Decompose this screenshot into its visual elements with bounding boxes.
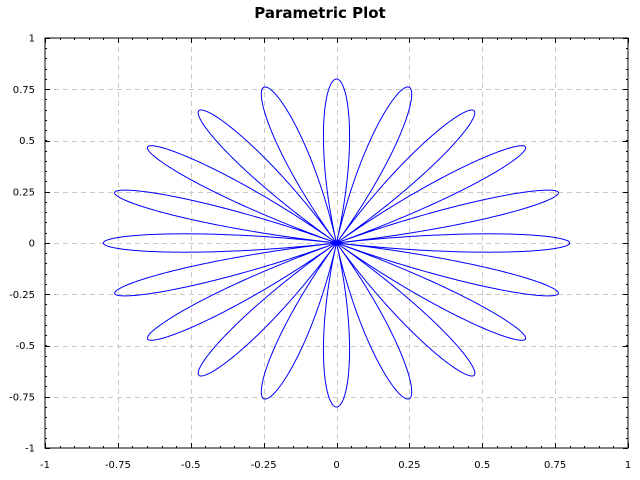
rose-curve-series — [102, 78, 571, 408]
x-tick-label: -1 — [40, 460, 50, 471]
x-tick-label: 0.5 — [474, 460, 490, 471]
x-tick-label: -0.5 — [181, 460, 201, 471]
chart-title: Parametric Plot — [254, 4, 385, 22]
y-tick-label: 0 — [29, 239, 35, 250]
y-tick-label: 0.25 — [13, 187, 35, 198]
axis-ticks — [45, 38, 629, 449]
curve-layer — [102, 78, 571, 408]
y-tick-label: 0.5 — [19, 136, 35, 147]
x-tick-label: -0.75 — [105, 460, 131, 471]
x-axis-tick-labels: -1 -0.75 -0.5 -0.25 0 0.25 0.5 0.75 1 — [40, 460, 631, 471]
y-tick-label: 1 — [29, 34, 35, 45]
y-axis-tick-labels: 1 0.75 0.5 0.25 0 -0.25 -0.5 -0.75 -1 — [9, 34, 35, 455]
x-tick-label: 0 — [333, 460, 339, 471]
x-tick-label: -0.25 — [251, 460, 277, 471]
x-tick-label: 1 — [625, 460, 631, 471]
x-tick-label: 0.25 — [398, 460, 420, 471]
y-tick-label: -0.5 — [15, 341, 35, 352]
y-tick-label: 0.75 — [13, 85, 35, 96]
x-tick-label: 0.75 — [544, 460, 566, 471]
y-tick-label: -0.75 — [9, 392, 35, 403]
y-tick-label: -1 — [25, 444, 35, 455]
y-tick-label: -0.25 — [9, 290, 35, 301]
